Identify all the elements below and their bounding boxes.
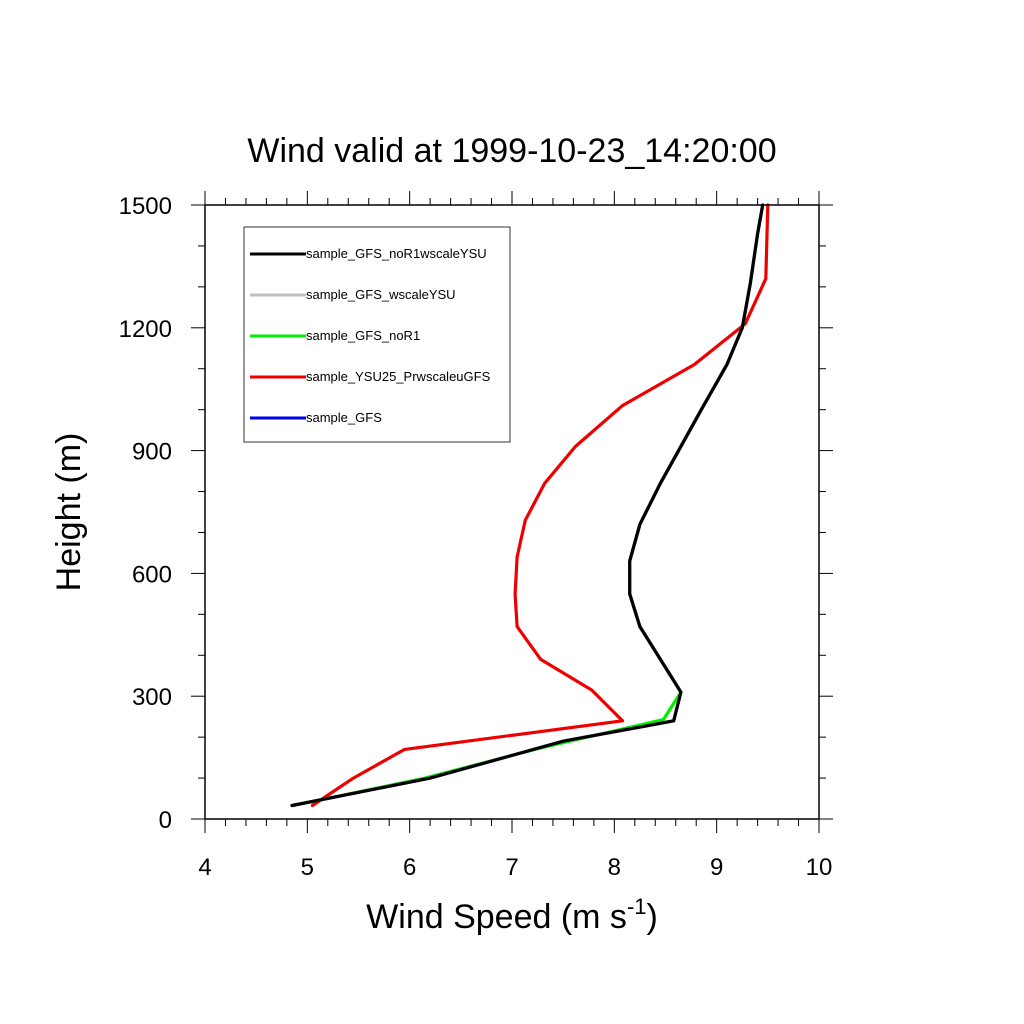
legend-label: sample_YSU25_PrwscaleuGFS bbox=[306, 369, 491, 384]
legend-item: sample_YSU25_PrwscaleuGFS bbox=[250, 369, 491, 384]
x-tick-label: 7 bbox=[505, 854, 518, 881]
y-tick-label: 600 bbox=[132, 561, 172, 588]
x-tick-label: 5 bbox=[301, 854, 314, 881]
chart-title: Wind valid at 1999-10-23_14:20:00 bbox=[247, 132, 776, 170]
y-tick-label: 1500 bbox=[119, 193, 172, 220]
y-tick-labels: 0 300 600 900 1200 1500 bbox=[119, 193, 172, 834]
x-tick-labels: 4 5 6 7 8 9 10 bbox=[198, 854, 832, 881]
x-axis-label-sup: -1 bbox=[627, 894, 647, 919]
x-tick-label: 4 bbox=[198, 854, 211, 881]
x-axis-label-main: Wind Speed (m s bbox=[366, 898, 627, 936]
legend-items: sample_GFS_noR1wscaleYSU sample_GFS_wscal… bbox=[250, 246, 491, 425]
legend-label: sample_GFS_noR1 bbox=[306, 328, 420, 343]
legend-label: sample_GFS_noR1wscaleYSU bbox=[306, 246, 487, 261]
series-line-1 bbox=[290, 203, 765, 808]
legend-item: sample_GFS_noR1 bbox=[250, 328, 420, 343]
legend-item: sample_GFS_wscaleYSU bbox=[250, 287, 456, 302]
x-tick-label: 10 bbox=[806, 854, 833, 881]
y-tick-label: 900 bbox=[132, 439, 172, 466]
x-tick-label: 6 bbox=[403, 854, 416, 881]
series-layer bbox=[290, 203, 770, 808]
y-tick-label: 1200 bbox=[119, 316, 172, 343]
x-axis-label-end: ) bbox=[647, 898, 658, 936]
x-tick-label: 9 bbox=[710, 854, 723, 881]
x-tick-label: 8 bbox=[608, 854, 621, 881]
y-axis-label: Height (m) bbox=[50, 433, 88, 592]
legend-label: sample_GFS bbox=[306, 410, 382, 425]
x-axis-label: Wind Speed (m s-1) bbox=[366, 894, 658, 936]
ticks-layer bbox=[191, 191, 833, 833]
legend-item: sample_GFS_noR1wscaleYSU bbox=[250, 246, 487, 261]
legend-label: sample_GFS_wscaleYSU bbox=[306, 287, 456, 302]
y-tick-label: 300 bbox=[132, 684, 172, 711]
y-tick-label: 0 bbox=[159, 807, 172, 834]
series-line-4 bbox=[310, 203, 770, 808]
legend-item: sample_GFS bbox=[250, 410, 382, 425]
legend: sample_GFS_noR1wscaleYSU sample_GFS_wscal… bbox=[243, 226, 511, 443]
